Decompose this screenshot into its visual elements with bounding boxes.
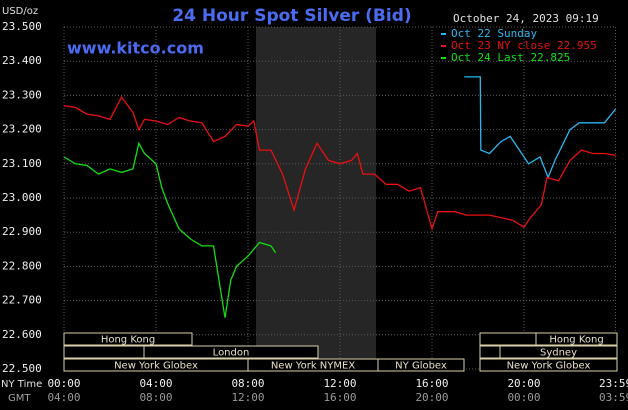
y-tick-label: 22.700 [2,294,42,307]
y-tick-label: 23.300 [2,88,42,101]
gmt-tick-label: 08:00 [139,391,172,404]
session-box [479,358,618,372]
y-tick-label: 22.900 [2,225,42,238]
session-box [63,345,145,359]
y-tick-label: 22.500 [2,362,42,375]
series-line [464,76,617,180]
session-label: Hong Kong [101,335,155,346]
session-label: London [213,348,250,359]
legend-label: Oct 24 Last 22.825 [451,51,570,64]
session-label: Hong Kong [549,335,603,346]
chart-subtitle: October 24, 2023 09:19 [453,12,599,25]
gmt-tick-label: 12:00 [231,391,264,404]
session-label: New York Globex [507,361,591,372]
gmt-tick-label: 20:00 [415,391,448,404]
legend-label: Oct 22 Sunday [451,27,537,40]
gmt-tick-label: 16:00 [323,391,356,404]
x-tick-label: 12:00 [323,377,356,390]
x-tick-label: 00:00 [47,377,80,390]
session-box [535,332,618,346]
x-tick-label: 23:59 [599,377,628,390]
session-box [63,332,193,346]
legend-label: Oct 23 NY close 22.955 [451,39,597,52]
session-box [479,332,537,346]
y-tick-label: 23.500 [2,20,42,33]
y-tick-label: 23.400 [2,54,42,67]
session-box [143,345,319,359]
session-label: Sydney [540,348,577,359]
chart-title: 24 Hour Spot Silver (Bid) [172,6,411,26]
gmt-tick-label: 04:00 [47,391,80,404]
session-box [377,358,465,372]
x-tick-label: 20:00 [507,377,540,390]
gmt-axis-label: GMT [8,393,31,404]
y-tick-label: 22.600 [2,328,42,341]
gmt-tick-label: 00:00 [507,391,540,404]
x-tick-label: 16:00 [415,377,448,390]
y-tick-label: 23.100 [2,157,42,170]
series-line [63,141,277,318]
session-label: NY Globex [395,361,447,372]
y-axis-label: USD/oz [2,6,38,17]
session-label: New York NYMEX [271,361,356,372]
session-label: New York Globex [114,361,198,372]
y-tick-label: 23.200 [2,123,42,136]
x-tick-label: 04:00 [139,377,172,390]
x-tick-label: 08:00 [231,377,264,390]
y-tick-label: 23.000 [2,191,42,204]
series-line [63,95,616,231]
session-box [479,345,501,359]
y-tick-label: 22.800 [2,259,42,272]
gmt-tick-label: 03:59 [599,391,628,404]
x-axis-label: NY Time [1,379,42,390]
watermark: www.kitco.com [67,39,204,58]
session-box [499,345,618,359]
